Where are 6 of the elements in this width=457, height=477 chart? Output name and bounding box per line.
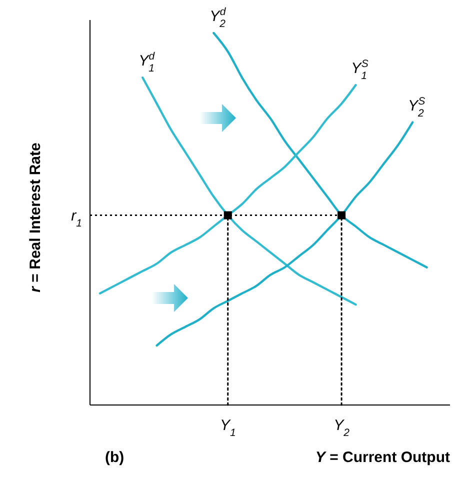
text: (b) (105, 449, 124, 466)
y-axis-title: r = Real Interest Rate (27, 142, 44, 292)
x-tick-label: Y$_{1}$ (220, 417, 236, 439)
ref-line-label: r$_{1}$ (71, 207, 82, 230)
x-tick-label: Y$_{2}$ (334, 417, 350, 439)
x-axis-title: Y = Current Output (315, 449, 450, 466)
